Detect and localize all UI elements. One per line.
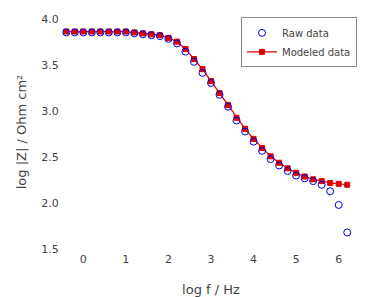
svg-text:log f / Hz: log f / Hz [182, 282, 240, 297]
svg-text:4: 4 [250, 253, 257, 266]
svg-text:6: 6 [335, 253, 342, 266]
svg-text:1.5: 1.5 [41, 243, 59, 256]
svg-text:log |Z| / Ohm cm²: log |Z| / Ohm cm² [14, 75, 29, 190]
svg-text:4.0: 4.0 [41, 13, 59, 26]
svg-text:5: 5 [293, 253, 300, 266]
svg-text:1: 1 [122, 253, 129, 266]
svg-text:3.0: 3.0 [41, 105, 59, 118]
svg-text:2.0: 2.0 [41, 197, 59, 210]
svg-text:2: 2 [165, 253, 172, 266]
svg-text:2.5: 2.5 [41, 151, 59, 164]
svg-text:Raw data: Raw data [282, 28, 329, 39]
svg-text:0: 0 [80, 253, 87, 266]
svg-text:3: 3 [208, 253, 215, 266]
svg-text:3.5: 3.5 [41, 59, 59, 72]
svg-text:Modeled data: Modeled data [282, 47, 350, 58]
